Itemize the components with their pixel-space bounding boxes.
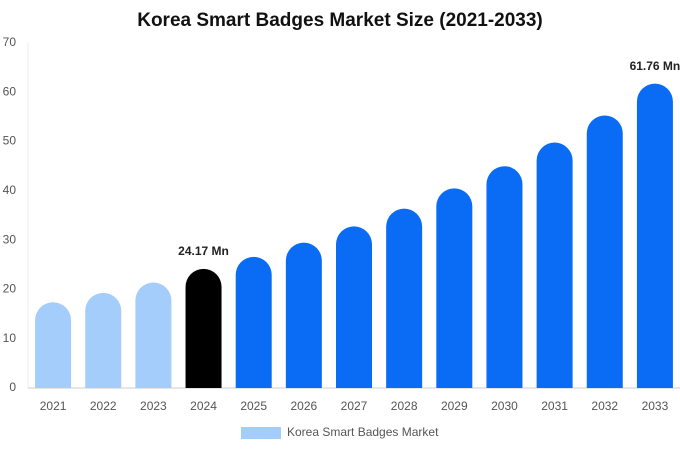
x-tick-label: 2030 — [491, 399, 518, 413]
x-tick-label: 2028 — [391, 399, 418, 413]
y-tick-label: 60 — [3, 84, 17, 98]
value-label: 24.17 Mn — [178, 244, 229, 258]
y-tick-label: 0 — [9, 380, 16, 394]
bar — [636, 83, 673, 389]
x-tick-label: 2026 — [290, 399, 317, 413]
y-tick-label: 50 — [3, 134, 17, 148]
x-tick-label: 2022 — [90, 399, 117, 413]
legend-label: Korea Smart Badges Market — [287, 425, 439, 439]
bar — [135, 282, 172, 388]
y-tick-label: 10 — [3, 331, 17, 345]
bar — [386, 208, 423, 388]
bar — [235, 256, 272, 388]
chart-title: Korea Smart Badges Market Size (2021-203… — [137, 10, 543, 31]
y-tick-label: 70 — [3, 35, 17, 49]
bar — [586, 115, 623, 388]
value-label: 61.76 Mn — [630, 59, 680, 73]
x-tick-label: 2027 — [341, 399, 368, 413]
x-tick-label: 2031 — [541, 399, 568, 413]
y-tick-label: 30 — [3, 232, 17, 246]
y-tick-label: 40 — [3, 183, 17, 197]
bar — [285, 242, 322, 388]
x-tick-label: 2021 — [40, 399, 67, 413]
x-tick-label: 2025 — [240, 399, 267, 413]
bar — [35, 302, 72, 388]
y-tick-label: 20 — [3, 282, 17, 296]
legend-swatch — [241, 427, 281, 439]
bar — [185, 268, 222, 388]
x-tick-label: 2029 — [441, 399, 468, 413]
bar — [486, 166, 523, 388]
bar — [536, 142, 573, 388]
x-tick-label: 2023 — [140, 399, 167, 413]
x-tick-label: 2033 — [642, 399, 669, 413]
bar — [85, 292, 122, 388]
bar — [436, 188, 473, 388]
x-tick-label: 2024 — [190, 399, 217, 413]
bar — [336, 226, 372, 388]
x-tick-label: 2032 — [591, 399, 618, 413]
